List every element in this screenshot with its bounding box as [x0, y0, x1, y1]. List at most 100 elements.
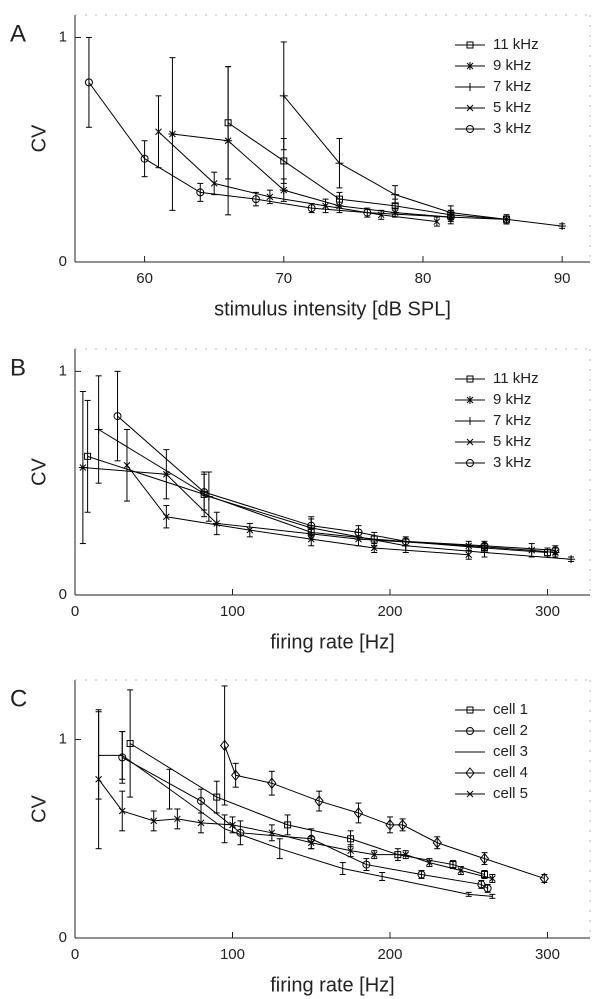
marker-stroke: [150, 817, 158, 825]
error-bar: [308, 516, 315, 536]
error-bar: [379, 872, 386, 881]
legend-entry: 9 kHz: [455, 57, 531, 74]
data-point: [391, 208, 400, 217]
series-line: [158, 131, 437, 223]
panel-label: B: [10, 354, 26, 381]
data-point: [417, 870, 426, 879]
x-tick-label: 200: [377, 946, 402, 963]
data-point: [279, 91, 288, 100]
marker-diamond: [432, 836, 442, 849]
data-point: [502, 215, 511, 224]
data-point: [307, 204, 316, 213]
marker-stroke: [466, 396, 474, 404]
marker-stroke: [118, 807, 126, 815]
y-axis-label: CV: [28, 457, 50, 485]
data-point: [353, 807, 364, 819]
data-point: [432, 836, 442, 849]
legend-label: 11 kHz: [493, 370, 539, 387]
error-bar: [166, 768, 173, 810]
marker-circle: [354, 528, 363, 537]
series-line: [122, 756, 488, 889]
data-point: [150, 817, 158, 825]
error-bar: [252, 191, 259, 207]
marker-diamond: [219, 739, 230, 752]
legend-label: 7 kHz: [493, 78, 531, 95]
marker-diamond: [465, 767, 475, 779]
data-point: [480, 541, 489, 550]
marker-stroke: [370, 851, 378, 858]
data-point: [268, 829, 276, 837]
legend-entry: 5 kHz: [455, 99, 531, 116]
data-point: [213, 793, 221, 801]
error-bar: [316, 790, 323, 812]
legend-label: cell 5: [493, 785, 528, 802]
x-tick-label: 80: [415, 270, 432, 287]
data-point: [362, 860, 371, 869]
marker-stroke: [466, 790, 474, 798]
data-point: [370, 851, 378, 858]
data-point: [397, 819, 408, 831]
data-point: [212, 519, 221, 528]
legend-label: cell 3: [493, 743, 528, 760]
data-point: [527, 546, 536, 555]
error-bar: [402, 536, 409, 547]
error-bar: [284, 814, 291, 836]
error-bar: [221, 814, 228, 844]
marker-stroke: [322, 202, 329, 210]
series-line: [87, 455, 548, 554]
marker-circle: [401, 537, 410, 546]
data-point: [210, 180, 218, 187]
marker-stroke: [465, 551, 473, 559]
series-line: [129, 743, 485, 875]
legend-label: 5 kHz: [493, 433, 531, 450]
data-point: [347, 847, 354, 855]
data-point: [479, 852, 490, 865]
marker-circle: [466, 459, 474, 467]
marker-circle: [84, 78, 93, 87]
marker-diamond: [397, 819, 408, 831]
error-bar: [232, 762, 239, 788]
x-tick-label: 300: [535, 946, 560, 963]
marker-stroke: [307, 535, 315, 543]
data-point: [197, 819, 205, 827]
data-point: [354, 528, 363, 537]
x-tick-label: 200: [377, 603, 402, 620]
marker-stroke: [169, 130, 176, 138]
data-point: [113, 412, 122, 421]
legend-label: 7 kHz: [493, 412, 531, 429]
x-tick-label: 90: [554, 270, 571, 287]
series-line: [126, 464, 469, 556]
legend-label: 3 kHz: [493, 454, 531, 471]
data-point: [219, 739, 230, 752]
marker-square: [284, 821, 292, 829]
x-tick-label: 70: [275, 270, 292, 287]
marker-square: [466, 706, 474, 714]
data-point: [224, 136, 233, 145]
marker-stroke: [95, 775, 102, 783]
legend-entry: cell 5: [455, 785, 528, 802]
legend-entry: cell 4: [455, 764, 528, 781]
marker-stroke: [370, 544, 378, 552]
data-point: [118, 807, 126, 815]
marker-circle: [480, 541, 489, 550]
marker-stroke: [224, 137, 232, 145]
x-tick-label: 0: [71, 603, 79, 620]
marker-stroke: [465, 542, 473, 550]
data-point: [267, 777, 277, 790]
y-tick-label: 0: [59, 253, 67, 270]
marker-diamond: [314, 795, 324, 807]
y-tick-label: 1: [59, 731, 67, 748]
data-point: [78, 463, 87, 472]
legend-label: 3 kHz: [493, 120, 531, 137]
data-point: [433, 218, 441, 225]
marker-circle: [446, 213, 455, 222]
marker-stroke: [246, 526, 254, 534]
marker-circle: [200, 488, 209, 497]
error-bar: [552, 545, 559, 556]
error-bar: [541, 873, 548, 883]
marker-circle: [417, 870, 426, 879]
series-line: [283, 95, 563, 227]
marker-circle: [466, 727, 474, 735]
marker-square: [280, 157, 288, 165]
legend-entry: 11 kHz: [455, 370, 539, 387]
